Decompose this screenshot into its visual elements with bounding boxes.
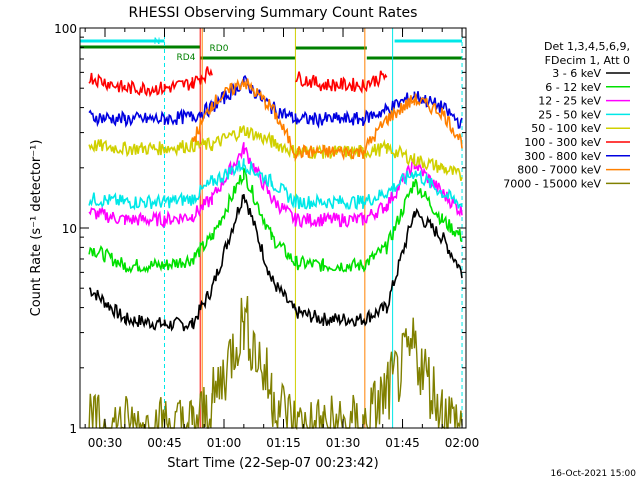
series-line-1: [89, 193, 463, 332]
legend: Det 1,3,4,5,6,9,FDecim 1, Att 03 - 6 keV…: [503, 40, 630, 190]
legend-header-line: FDecim 1, Att 0: [545, 54, 630, 67]
series-line-6: [88, 66, 213, 98]
chart-marks: N RD4 RD0: [80, 28, 463, 431]
series-line-7: [88, 74, 463, 129]
chart-title: RHESSI Observing Summary Count Rates: [129, 5, 418, 21]
y-tick-label: 1: [69, 422, 77, 436]
legend-label: 7000 - 15000 keV: [503, 177, 601, 190]
legend-label: 25 - 50 keV: [538, 108, 601, 121]
annotation-rd4: RD4: [177, 53, 196, 63]
annotation-n: N: [154, 37, 161, 47]
annotation-rd0: RD0: [210, 44, 229, 54]
x-tick-label: 00:30: [88, 436, 123, 450]
y-axis-ticks: 1 10 100: [54, 22, 466, 436]
x-tick-label: 01:00: [207, 436, 242, 450]
series-line-8: [191, 78, 463, 162]
legend-label: 12 - 25 keV: [538, 95, 601, 108]
series-line-9: [88, 295, 463, 431]
legend-header-line: Det 1,3,4,5,6,9,: [544, 40, 630, 53]
legend-label: 3 - 6 keV: [552, 67, 601, 80]
legend-label: 6 - 12 keV: [545, 81, 601, 94]
x-tick-label: 00:45: [147, 436, 182, 450]
x-tick-label: 02:00: [445, 436, 480, 450]
series-line-6-part-1: [295, 70, 388, 94]
series-line-5: [88, 125, 463, 181]
x-axis-label: Start Time (22-Sep-07 00:23:42): [167, 456, 378, 471]
series-line-2: [88, 166, 463, 274]
legend-label: 300 - 800 keV: [524, 150, 601, 163]
y-tick-label: 100: [54, 22, 77, 36]
y-axis-label: Count Rate (s⁻¹ detector⁻¹): [29, 140, 44, 317]
legend-label: 50 - 100 keV: [531, 122, 601, 135]
legend-label: 100 - 300 keV: [524, 136, 601, 149]
x-tick-label: 01:30: [326, 436, 361, 450]
y-tick-label: 10: [62, 222, 77, 236]
series-line-4: [88, 158, 463, 211]
timestamp: 16-Oct-2021 15:00: [551, 469, 637, 479]
x-axis-ticks: 00:30 00:45 01:00 01:15 01:30 01:45 02:00: [84, 28, 480, 450]
x-tick-label: 01:45: [385, 436, 420, 450]
legend-label: 800 - 7000 keV: [517, 164, 601, 177]
x-tick-label: 01:15: [266, 436, 301, 450]
